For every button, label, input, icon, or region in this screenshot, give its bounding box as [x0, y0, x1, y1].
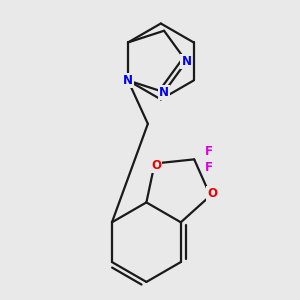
Text: N: N	[182, 55, 191, 68]
Text: F: F	[206, 145, 213, 158]
Text: O: O	[152, 159, 161, 172]
Text: O: O	[207, 188, 217, 200]
Text: N: N	[123, 74, 133, 87]
Text: N: N	[159, 85, 169, 99]
Text: F: F	[206, 161, 213, 174]
